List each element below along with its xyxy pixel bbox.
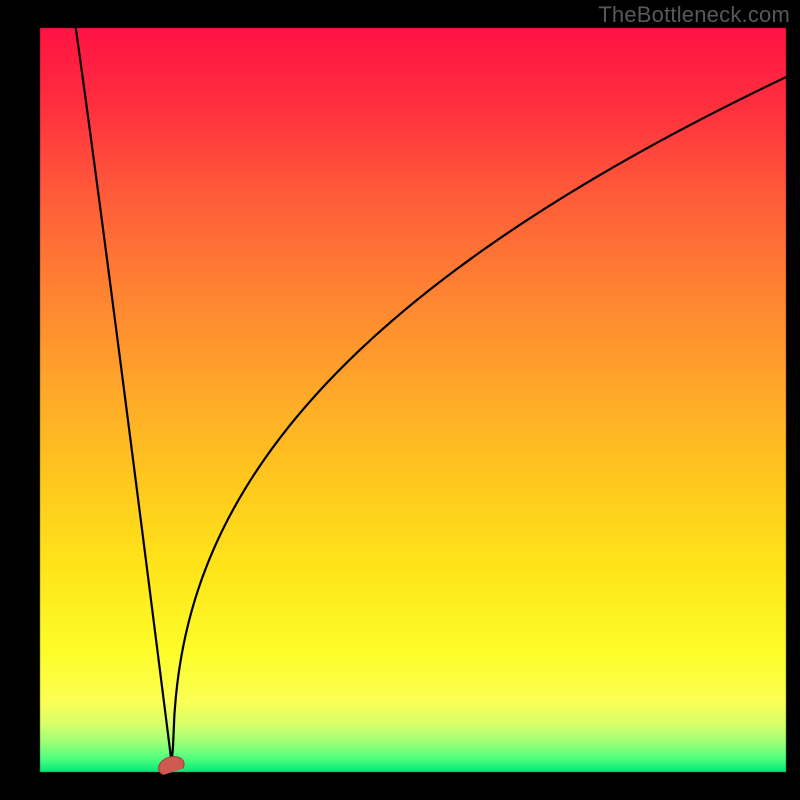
gradient-background — [0, 0, 800, 800]
chart-container: TheBottleneck.com — [0, 0, 800, 800]
watermark-text: TheBottleneck.com — [598, 2, 790, 28]
